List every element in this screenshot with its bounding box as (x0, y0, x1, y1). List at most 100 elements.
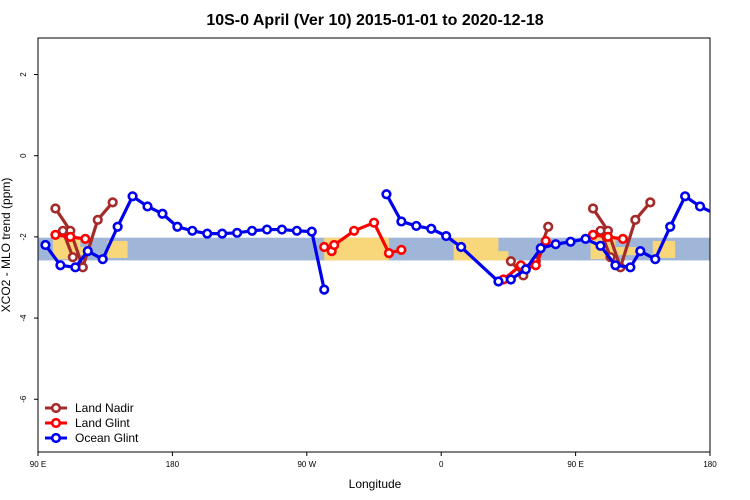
data-point (261, 224, 273, 235)
data-point (329, 239, 340, 251)
y-tick-label: -6 (19, 395, 28, 403)
data-point (505, 274, 516, 285)
data-point (565, 236, 576, 247)
data-point (172, 221, 183, 232)
data-point (50, 229, 61, 240)
data-point (40, 239, 51, 251)
data-point (520, 264, 531, 275)
data-point (540, 235, 551, 247)
plot-frame (37, 37, 711, 453)
data-point (107, 197, 118, 208)
data-point (319, 284, 330, 295)
data-point (67, 252, 78, 263)
data-point (587, 203, 599, 214)
data-point (587, 229, 599, 240)
series-layer (40, 189, 710, 295)
x-tick-label: 90 W (297, 460, 316, 469)
data-point (70, 262, 81, 273)
data-point (112, 221, 123, 232)
y-axis-label: XCO2 - MLO trend (ppm) (0, 178, 13, 313)
data-point (217, 228, 228, 239)
y-tick-label: -4 (19, 314, 28, 322)
data-point (396, 244, 407, 255)
data-point (630, 214, 641, 225)
x-axis-label: Longitude (349, 477, 402, 491)
land-region (107, 240, 128, 258)
y-tick-label: 2 (19, 72, 28, 77)
x-tick-label: 0 (439, 460, 444, 469)
y-axis-ticks: 2 0 -2 -4 -6 (19, 72, 38, 403)
data-point (55, 260, 66, 271)
land-region (324, 237, 389, 261)
legend-label: Land Glint (75, 416, 130, 430)
data-point (426, 223, 437, 234)
data-point (383, 248, 395, 259)
data-point (97, 254, 108, 265)
data-point (396, 216, 407, 227)
legend-label: Land Nadir (75, 401, 134, 415)
data-point (610, 260, 621, 271)
data-point (456, 241, 467, 253)
data-point (543, 221, 554, 232)
series-land-nadir (50, 197, 656, 281)
data-point (246, 225, 258, 236)
land-region (498, 251, 509, 261)
data-point (142, 201, 153, 212)
data-point (625, 262, 636, 273)
data-point (635, 245, 646, 257)
data-point (232, 227, 243, 238)
data-point (665, 221, 676, 232)
data-point (645, 197, 656, 208)
data-point (381, 189, 392, 200)
legend-swatch-marker (50, 402, 62, 414)
legend-item-land-glint: Land Glint (45, 416, 130, 430)
data-point (127, 191, 138, 202)
legend-swatch-marker (50, 417, 62, 429)
data-point (92, 214, 103, 225)
land-region (453, 237, 499, 261)
legend-item-ocean-glint: Ocean Glint (45, 431, 139, 445)
data-point (709, 212, 710, 215)
data-point (50, 203, 61, 214)
data-point (202, 228, 213, 239)
data-point (157, 208, 168, 219)
data-point (595, 240, 606, 251)
data-point (441, 230, 452, 242)
series-ocean-glint (40, 189, 710, 295)
data-point (617, 233, 628, 245)
data-point (550, 239, 561, 250)
data-point (535, 243, 546, 254)
land-mask-layer (52, 237, 676, 261)
data-point (493, 276, 504, 287)
data-point (319, 241, 330, 253)
data-point (411, 220, 422, 232)
data-point (276, 224, 288, 235)
x-tick-label: 90 E (30, 460, 46, 469)
x-tick-label: 180 (703, 460, 717, 469)
data-point (80, 233, 91, 245)
data-point (580, 233, 591, 245)
legend-item-land-nadir: Land Nadir (45, 401, 134, 415)
data-point (65, 231, 76, 242)
land-region (602, 247, 641, 256)
chart-title: 10S-0 April (Ver 10) 2015-01-01 to 2020-… (206, 12, 543, 29)
data-point (306, 226, 317, 237)
legend-swatch-marker (50, 432, 62, 444)
data-point (82, 245, 93, 257)
y-tick-label: -2 (19, 233, 28, 241)
legend-label: Ocean Glint (75, 431, 139, 445)
data-point (602, 231, 614, 242)
x-axis-ticks: 90 E 180 90 W 0 90 E 180 (30, 452, 717, 469)
data-point (694, 201, 706, 212)
data-point (291, 225, 302, 236)
data-point (368, 217, 380, 228)
data-point (530, 260, 541, 271)
data-point (187, 225, 198, 236)
data-point (505, 256, 516, 267)
x-tick-label: 90 E (567, 460, 583, 469)
x-tick-label: 180 (166, 460, 180, 469)
data-point (680, 191, 691, 202)
data-point (650, 254, 661, 265)
